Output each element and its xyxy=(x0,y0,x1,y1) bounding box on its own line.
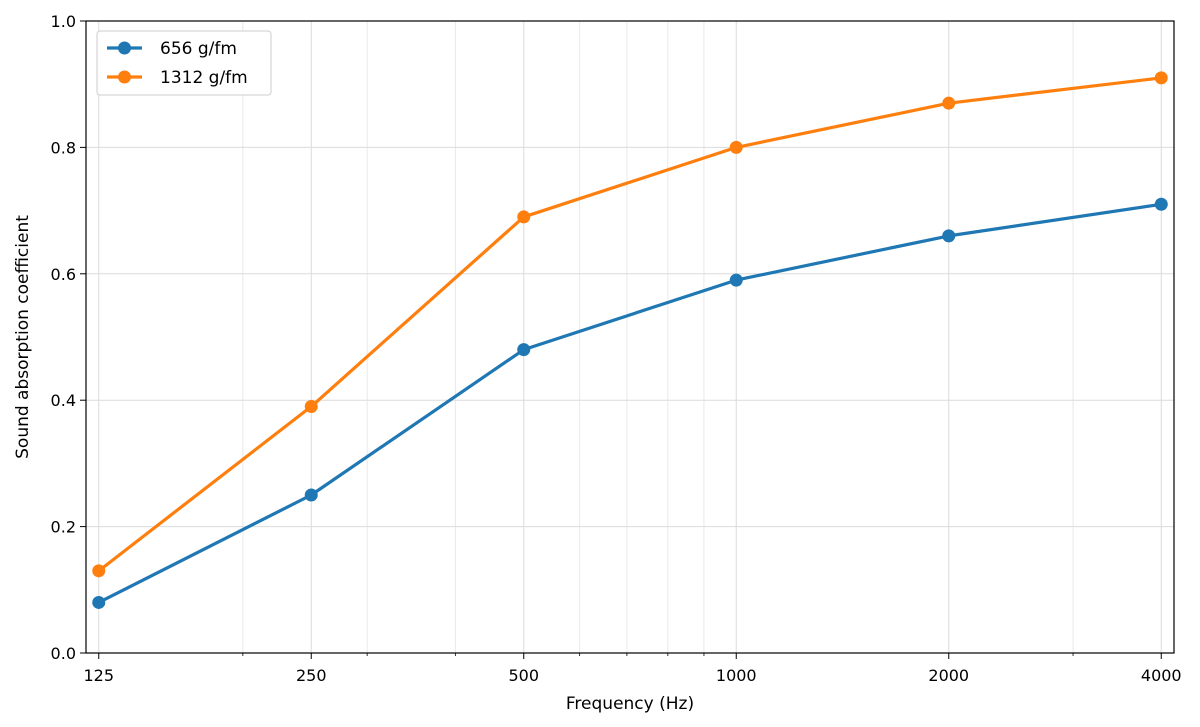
y-tick-label: 0.8 xyxy=(51,138,76,157)
legend-label: 656 g/fm xyxy=(160,39,237,59)
series-line xyxy=(97,202,1163,605)
x-tick-label: 4000 xyxy=(1141,666,1182,685)
x-tick-label: 500 xyxy=(508,666,539,685)
legend-swatch-marker xyxy=(118,70,131,84)
data-point xyxy=(1154,197,1168,211)
grid-lines xyxy=(86,20,1174,654)
y-tick-label: 0.6 xyxy=(51,265,76,284)
axis-ticks: 125 250 500 1000 2000 4000 0.0 0.2 0.4 0.6 0.8 1.0 xyxy=(51,12,1182,685)
y-tick-label: 0.0 xyxy=(51,644,76,663)
legend: 656 g/fm 1312 g/fm xyxy=(96,30,272,96)
legend-swatch-marker xyxy=(118,41,131,55)
y-tick-label: 1.0 xyxy=(51,12,76,31)
series-line xyxy=(97,76,1163,573)
y-tick-label: 0.4 xyxy=(51,391,76,410)
legend-label: 1312 g/fm xyxy=(160,68,248,88)
data-point xyxy=(942,96,956,110)
data-point xyxy=(1154,71,1168,85)
data-point xyxy=(92,564,106,578)
data-point xyxy=(304,488,318,502)
x-tick-label: 125 xyxy=(83,666,114,685)
series-1 xyxy=(92,197,1168,609)
data-point xyxy=(304,400,318,414)
data-point xyxy=(729,273,743,287)
data-point xyxy=(517,210,531,224)
y-tick-label: 0.2 xyxy=(51,518,76,537)
data-point xyxy=(517,343,531,357)
data-point xyxy=(729,140,743,154)
x-axis-label: Frequency (Hz) xyxy=(566,694,694,714)
x-tick-label: 2000 xyxy=(928,666,969,685)
y-axis-label: Sound absorption coefficient xyxy=(13,215,33,459)
x-tick-label: 1000 xyxy=(716,666,757,685)
series-group xyxy=(92,71,1168,609)
data-point xyxy=(942,229,956,243)
x-tick-label: 250 xyxy=(296,666,327,685)
plot-frame xyxy=(85,20,1175,654)
data-point xyxy=(92,595,106,609)
series-2 xyxy=(92,71,1168,578)
